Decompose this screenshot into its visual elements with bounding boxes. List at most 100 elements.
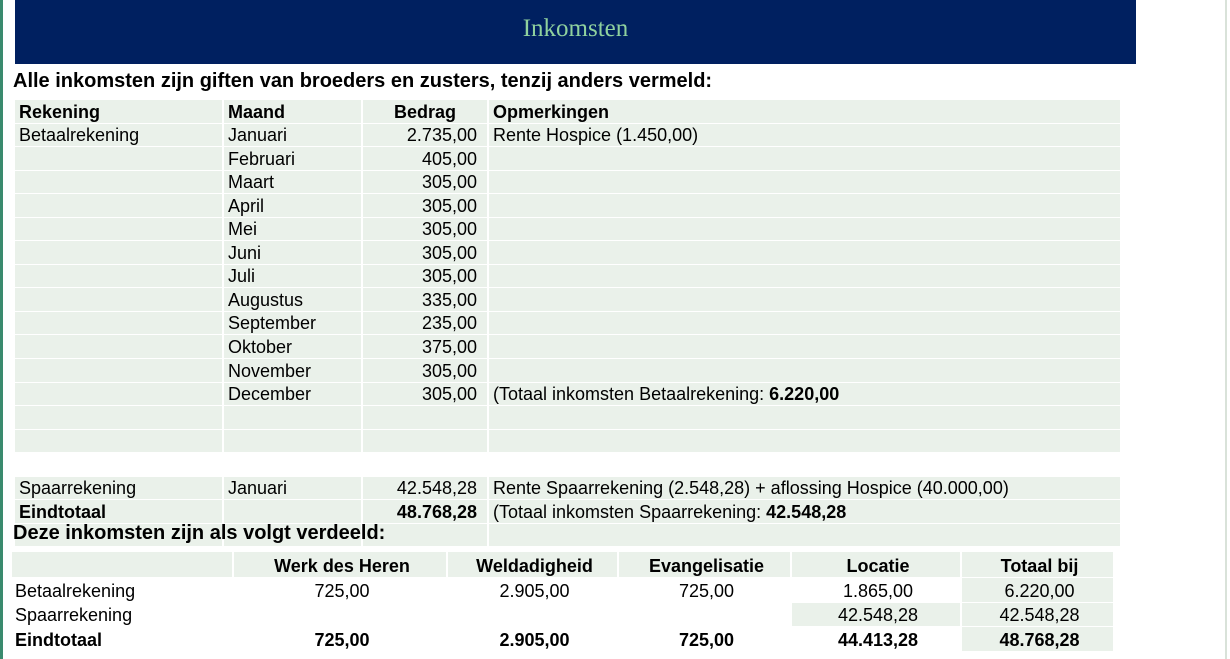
totaal-bij-cell: 6.220,00 xyxy=(961,577,1115,603)
total-label: Eindtotaal xyxy=(15,499,224,524)
opmerking-cell xyxy=(488,358,1122,383)
opmerking-cell xyxy=(488,193,1122,218)
page-title: Inkomsten xyxy=(522,15,629,42)
maand-cell: Juni xyxy=(223,240,363,265)
empty-cell xyxy=(15,453,223,477)
gap-row xyxy=(15,453,1121,477)
income-row: September 235,00 xyxy=(15,311,1122,336)
locatie-cell: 44.413,28 xyxy=(791,626,962,652)
weldadigheid-cell: 2.905,00 xyxy=(447,577,619,603)
income-row: Augustus 335,00 xyxy=(15,287,1122,312)
opmerking-total: 42.548,28 xyxy=(766,501,847,522)
distribution-row: Spaarrekening 42.548,28 42.548,28 xyxy=(12,602,1115,627)
distribution-row: Betaalrekening 725,00 2.905,00 725,00 1.865,… xyxy=(12,577,1115,603)
spacer-row xyxy=(15,523,1122,548)
empty-cell xyxy=(488,523,1122,548)
spaar-row: Spaarrekening Januari 42.548,28 Rente Spaar… xyxy=(15,476,1122,501)
header-totaal-bij-cell: Totaal bij xyxy=(961,552,1115,578)
bedrag-cell: 375,00 xyxy=(362,334,489,360)
opmerking-cell xyxy=(488,334,1122,360)
bedrag-cell: 42.548,28 xyxy=(362,476,489,501)
header-werk-des-heren-cell: Werk des Heren xyxy=(233,552,448,578)
empty-cell xyxy=(223,453,362,477)
maand-cell: December xyxy=(223,382,363,407)
totaal-bij-cell: 48.768,28 xyxy=(961,626,1115,652)
empty-cell xyxy=(15,429,224,454)
rekening-cell: Spaarrekening xyxy=(15,476,224,501)
opmerking-cell: (Totaal inkomsten Spaarrekening: 42.548,… xyxy=(488,499,1122,524)
bedrag-cell: 2.735,00 xyxy=(362,123,489,148)
bedrag-cell: 405,00 xyxy=(362,146,489,171)
bedrag-cell: 305,00 xyxy=(362,170,489,195)
bedrag-cell: 305,00 xyxy=(362,382,489,407)
spacer-row xyxy=(15,405,1122,430)
werk-des-heren-cell xyxy=(233,602,448,627)
evangelisatie-cell: 725,00 xyxy=(618,577,792,603)
rekening-cell xyxy=(15,240,224,265)
opmerking-cell xyxy=(488,146,1122,171)
income-row: Juli 305,00 xyxy=(15,264,1122,289)
income-row: Juni 305,00 xyxy=(15,240,1122,265)
maand-cell: Februari xyxy=(223,146,363,171)
left-border xyxy=(0,0,3,659)
distribution-row: Eindtotaal 725,00 2.905,00 725,00 44.413,28 4… xyxy=(12,626,1115,652)
werk-des-heren-cell: 725,00 xyxy=(233,577,448,603)
income-table: Rekening Maand Bedrag Opmerkingen Betaalreke… xyxy=(15,100,1122,548)
empty-cell xyxy=(362,523,489,548)
locatie-cell: 42.548,28 xyxy=(791,602,962,627)
empty-cell xyxy=(223,405,363,430)
opmerking-text: Rente Hospice (1.450,00) xyxy=(493,125,699,146)
opmerking-total: 6.220,00 xyxy=(769,384,840,405)
banner: Inkomsten xyxy=(15,0,1136,64)
opmerking-text: (Totaal inkomsten Spaarrekening: xyxy=(493,501,767,522)
opmerking-cell: Rente Hospice (1.450,00) xyxy=(488,123,1122,148)
werk-des-heren-cell: 725,00 xyxy=(233,626,448,652)
rekening-cell xyxy=(15,334,224,360)
empty-cell xyxy=(223,523,363,548)
maand-cell: Maart xyxy=(223,170,363,195)
bedrag-cell: 235,00 xyxy=(362,311,489,336)
maand-cell: April xyxy=(223,193,363,218)
income-row: Mei 305,00 xyxy=(15,217,1122,242)
income-row: Maart 305,00 xyxy=(15,170,1122,195)
rekening-cell xyxy=(15,217,224,242)
total-row: Eindtotaal 48.768,28 (Totaal inkomsten Spa… xyxy=(15,499,1122,524)
total-bedrag: 48.768,28 xyxy=(362,499,489,524)
income-header-row: Rekening Maand Bedrag Opmerkingen xyxy=(15,100,1122,124)
header-evangelisatie-cell: Evangelisatie xyxy=(618,552,792,578)
weldadigheid-cell xyxy=(447,602,619,627)
income-row: April 305,00 xyxy=(15,193,1122,218)
maand-cell: Augustus xyxy=(223,287,363,312)
right-border xyxy=(1225,0,1227,659)
totaal-bij-cell: 42.548,28 xyxy=(961,602,1115,627)
evangelisatie-cell xyxy=(618,602,792,627)
opmerking-cell: (Totaal inkomsten Betaalrekening: 6.220,… xyxy=(488,382,1122,407)
income-row: Oktober 375,00 xyxy=(15,334,1122,360)
maand-cell: November xyxy=(223,358,363,383)
bedrag-cell: 335,00 xyxy=(362,287,489,312)
rekening-cell xyxy=(15,146,224,171)
distribution-heading: Deze inkomsten zijn als volgt verdeeld: xyxy=(13,522,386,544)
distribution-header-row: Werk des Heren Weldadigheid Evangelisatie L… xyxy=(12,552,1115,578)
bedrag-cell: 305,00 xyxy=(362,217,489,242)
rekening-cell xyxy=(15,287,224,312)
bedrag-cell: 305,00 xyxy=(362,240,489,265)
maand-cell: Januari xyxy=(223,123,363,148)
header-account-cell xyxy=(12,552,234,578)
rekening-cell xyxy=(15,311,224,336)
empty-cell xyxy=(15,405,224,430)
header-maand: Maand xyxy=(223,100,363,124)
maand-cell: Mei xyxy=(223,217,363,242)
empty-cell xyxy=(362,405,489,430)
empty-cell xyxy=(223,429,363,454)
account-cell: Spaarrekening xyxy=(12,602,234,627)
income-row: November 305,00 xyxy=(15,358,1122,383)
empty-cell xyxy=(488,429,1122,454)
empty-cell xyxy=(362,453,488,477)
empty-cell xyxy=(488,405,1122,430)
bedrag-cell: 305,00 xyxy=(362,358,489,383)
rekening-cell xyxy=(15,358,224,383)
bedrag-cell: 305,00 xyxy=(362,264,489,289)
header-opmerkingen: Opmerkingen xyxy=(488,100,1122,124)
empty-cell xyxy=(362,429,489,454)
